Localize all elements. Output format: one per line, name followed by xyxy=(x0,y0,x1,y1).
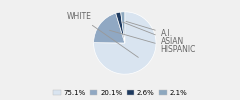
Wedge shape xyxy=(121,12,125,43)
Wedge shape xyxy=(94,13,125,43)
Wedge shape xyxy=(94,12,156,74)
Text: ASIAN: ASIAN xyxy=(123,22,184,46)
Text: WHITE: WHITE xyxy=(67,12,138,57)
Text: HISPANIC: HISPANIC xyxy=(109,30,196,54)
Text: A.I.: A.I. xyxy=(126,21,173,38)
Wedge shape xyxy=(116,12,125,43)
Legend: 75.1%, 20.1%, 2.6%, 2.1%: 75.1%, 20.1%, 2.6%, 2.1% xyxy=(52,89,188,96)
